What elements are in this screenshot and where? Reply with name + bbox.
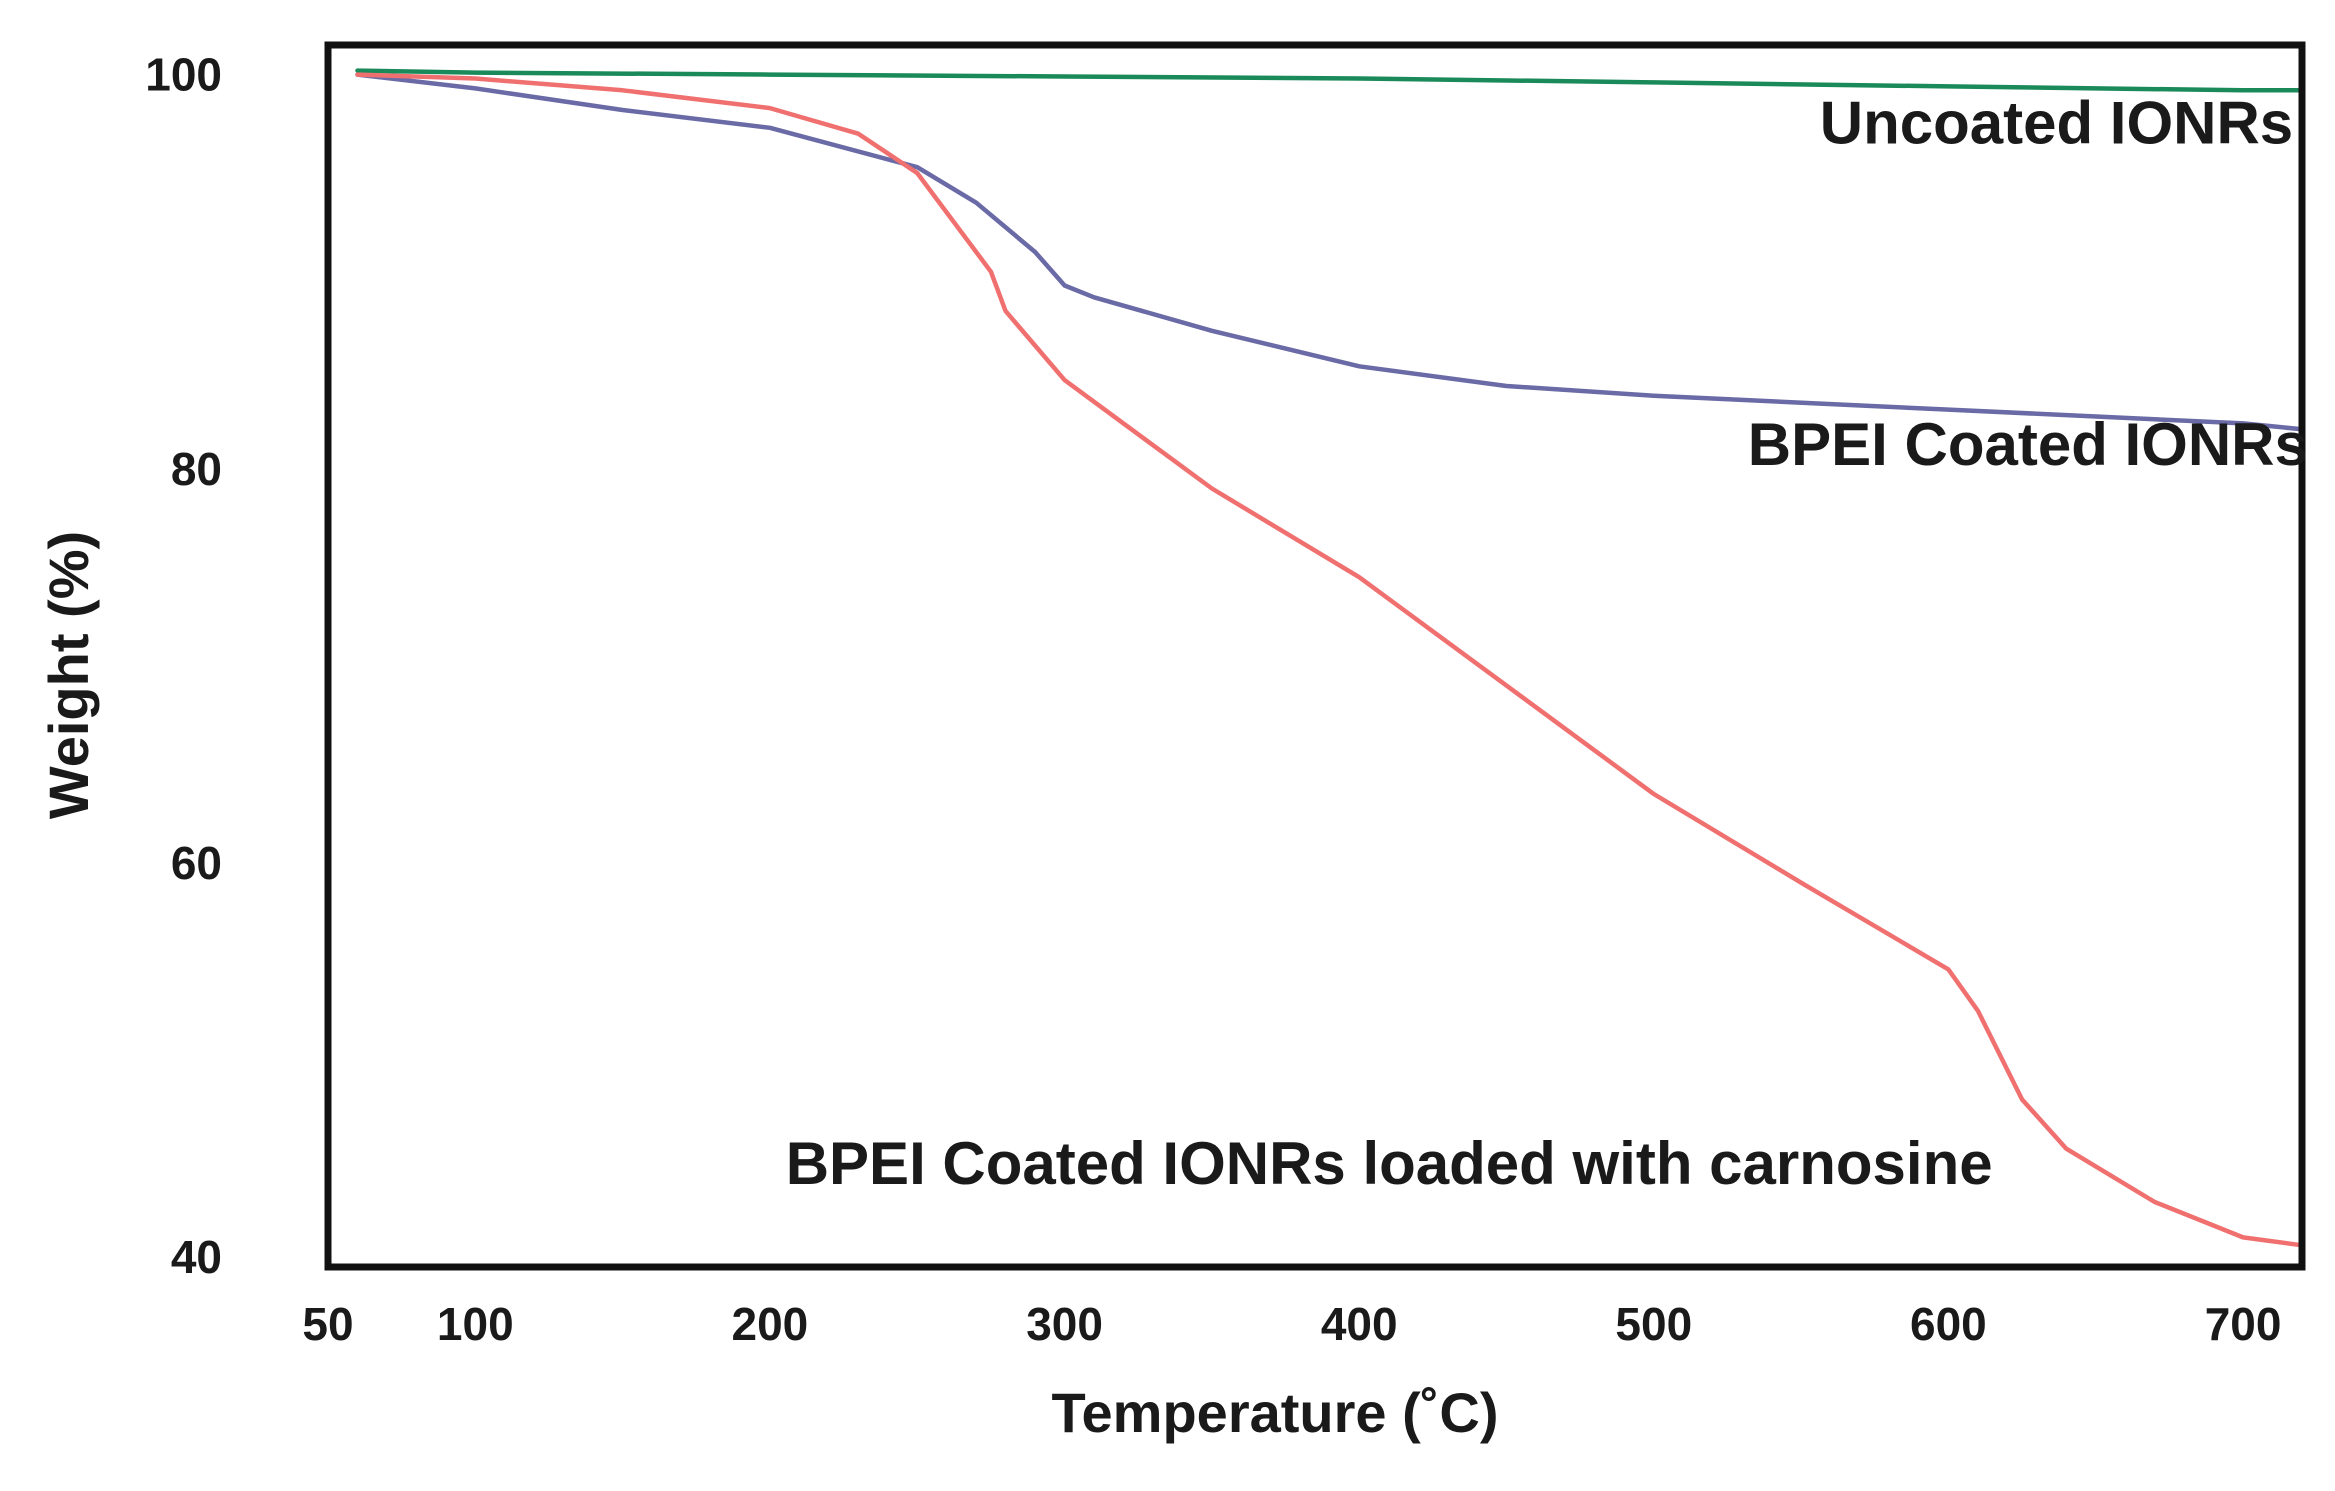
series-layer — [355, 68, 2305, 1248]
y-tick-labels: 100 80 60 40 — [145, 49, 222, 1283]
x-tick-label: 50 — [302, 1298, 353, 1350]
x-tick-label: 400 — [1321, 1298, 1398, 1350]
plot-frame — [324, 41, 2306, 1271]
series-labels: Uncoated IONRs BPEI Coated IONRs BPEI Coat… — [786, 90, 2308, 1198]
x-tick-label: 100 — [437, 1298, 514, 1350]
y-tick-label: 40 — [171, 1231, 222, 1283]
y-tick-label: 80 — [171, 443, 222, 495]
y-tick-label: 60 — [171, 837, 222, 889]
x-tick-label: 700 — [2205, 1298, 2282, 1350]
x-tick-label: 300 — [1026, 1298, 1103, 1350]
x-tick-labels: 50 100 200 300 400 500 600 700 — [302, 1298, 2281, 1350]
x-tick-label: 200 — [732, 1298, 809, 1350]
series-line-1 — [355, 68, 2305, 93]
series-label-2: BPEI Coated IONRs — [1748, 411, 2308, 478]
x-tick-label: 600 — [1910, 1298, 1987, 1350]
x-tick-label: 500 — [1615, 1298, 1692, 1350]
series-label-1: Uncoated IONRs — [1820, 90, 2293, 157]
series-label-3: BPEI Coated IONRs loaded with carnosine — [786, 1130, 1993, 1197]
y-axis-title: Weight (%) — [37, 531, 100, 819]
series-line-2 — [355, 72, 2305, 432]
y-tick-label: 100 — [145, 49, 222, 101]
series-line-3 — [355, 72, 2305, 1248]
x-axis-title: Temperature (˚C) — [1051, 1381, 1498, 1444]
